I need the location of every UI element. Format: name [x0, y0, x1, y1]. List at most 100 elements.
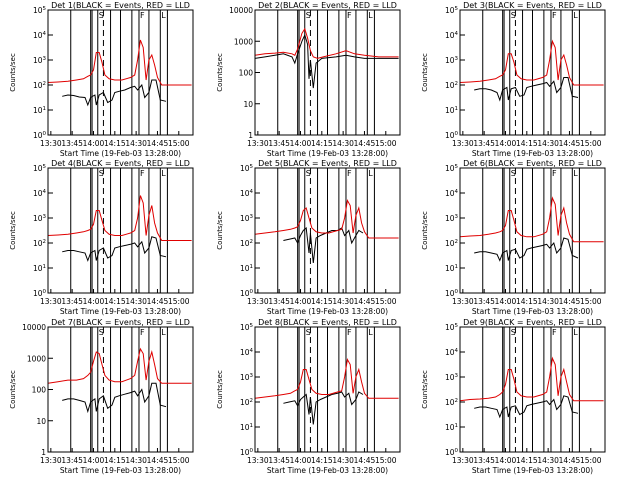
plot-frame	[254, 326, 401, 453]
x-tick-label: 15:00	[580, 139, 602, 148]
event-marker-label: F	[552, 328, 557, 337]
event-marker-label: F	[552, 11, 557, 20]
y-tick-label: 102	[445, 239, 458, 248]
x-tick-label: 14:15	[311, 297, 333, 306]
y-tick-label: 102	[33, 239, 46, 248]
chart-title: Det 5(BLACK = Events, RED = LLD	[258, 159, 397, 168]
x-tick-label: 14:45	[147, 297, 169, 306]
x-tick-label: 14:15	[516, 297, 538, 306]
y-tick-label: 103	[33, 56, 47, 65]
x-axis-label: Start Time (19-Feb-03 13:28:00)	[472, 466, 593, 475]
x-tick-label: 14:15	[311, 456, 333, 465]
y-tick-label: 10000	[22, 323, 46, 332]
y-tick-label: 10	[243, 100, 253, 109]
x-tick-label: 13:45	[61, 456, 83, 465]
x-tick-label: 15:00	[375, 297, 397, 306]
x-axis-label: Start Time (19-Feb-03 13:28:00)	[472, 307, 593, 316]
x-tick-label: 14:45	[354, 297, 376, 306]
x-tick-label: 15:00	[580, 456, 602, 465]
y-tick-label: 100	[32, 386, 47, 395]
y-tick-label: 104	[33, 31, 47, 40]
y-tick-label: 100	[445, 289, 459, 298]
x-tick-label: 14:30	[537, 297, 559, 306]
x-tick-label: 14:45	[147, 139, 169, 148]
y-axis-label: Counts/sec	[9, 370, 17, 409]
y-tick-label: 100	[240, 448, 254, 457]
x-tick-label: 13:45	[473, 456, 495, 465]
series-line-lld	[47, 195, 192, 241]
x-axis-label: Start Time (19-Feb-03 13:28:00)	[60, 307, 181, 316]
x-tick-label: 14:00	[290, 297, 312, 306]
series-line-lld	[459, 196, 604, 243]
event-marker-label: L	[368, 11, 373, 20]
y-tick-label: 105	[445, 323, 459, 332]
chart-title: Det 3(BLACK = Events, RED = LLD	[463, 1, 602, 10]
chart-panel-9: S F L 13:30 13:45 14:00 14:15 14:30 14:45 15:00 10…	[421, 318, 606, 475]
y-tick-label: 100	[240, 289, 254, 298]
chart-panel-6: S F L 13:30 13:45 14:00 14:15 14:30 14:45 15:00 10…	[421, 159, 606, 316]
y-tick-label: 100	[445, 131, 459, 140]
y-tick-label: 103	[445, 214, 459, 223]
series-line-events	[474, 395, 579, 419]
y-tick-label: 104	[445, 348, 459, 357]
x-tick-label: 14:00	[83, 139, 105, 148]
series-line-events	[62, 79, 167, 107]
y-tick-label: 10	[36, 417, 46, 426]
y-tick-label: 105	[445, 164, 459, 173]
event-marker-label: S	[99, 11, 104, 20]
y-tick-label: 1	[41, 448, 46, 457]
y-tick-label: 103	[445, 373, 459, 382]
series-line-lld	[47, 347, 192, 384]
event-marker-label: L	[573, 328, 578, 337]
series-line-lld	[459, 356, 604, 402]
y-tick-label: 104	[33, 189, 47, 198]
x-tick-label: 14:45	[354, 456, 376, 465]
series-line-events	[62, 382, 167, 414]
x-tick-label: 14:00	[290, 456, 312, 465]
event-marker-label: S	[306, 11, 311, 20]
y-tick-label: 10000	[229, 6, 253, 15]
plot-frame	[459, 326, 606, 453]
y-tick-label: 105	[445, 6, 459, 15]
y-tick-label: 102	[240, 398, 253, 407]
plot-frame	[459, 167, 606, 294]
chart-title: Det 6(BLACK = Events, RED = LLD	[463, 159, 602, 168]
y-axis-label: Counts/sec	[216, 370, 224, 409]
x-tick-label: 14:45	[559, 297, 581, 306]
plot-frame	[459, 9, 606, 136]
y-tick-label: 101	[33, 106, 46, 115]
event-marker-label: S	[511, 11, 516, 20]
y-tick-label: 105	[240, 323, 254, 332]
y-tick-label: 1000	[27, 354, 46, 363]
chart-title: Det 2(BLACK = Events, RED = LLD	[258, 1, 397, 10]
y-tick-label: 102	[445, 398, 458, 407]
series-line-lld	[47, 39, 192, 86]
y-tick-label: 104	[445, 31, 459, 40]
x-axis-label: Start Time (19-Feb-03 13:28:00)	[267, 149, 388, 158]
event-marker-label: F	[140, 328, 145, 337]
x-tick-label: 14:30	[332, 139, 354, 148]
chart-panel-8: S F L 13:30 13:45 14:00 14:15 14:30 14:45 15:00 10…	[216, 318, 401, 475]
x-tick-label: 14:15	[516, 456, 538, 465]
series-line-lld	[254, 358, 399, 399]
series-line-events	[62, 236, 167, 262]
chart-title: Det 1(BLACK = Events, RED = LLD	[51, 1, 190, 10]
y-tick-label: 101	[445, 106, 458, 115]
chart-title: Det 4(BLACK = Events, RED = LLD	[51, 159, 190, 168]
y-axis-label: Counts/sec	[216, 53, 224, 92]
x-tick-label: 14:30	[537, 139, 559, 148]
x-tick-label: 14:00	[495, 456, 517, 465]
y-tick-label: 101	[240, 264, 253, 273]
event-marker-label: F	[347, 11, 352, 20]
x-tick-label: 14:00	[495, 297, 517, 306]
x-tick-label: 13:45	[268, 297, 290, 306]
x-tick-label: 13:30	[40, 139, 62, 148]
x-tick-label: 14:15	[516, 139, 538, 148]
y-tick-label: 103	[240, 214, 254, 223]
event-marker-label: S	[99, 169, 104, 178]
series-line-lld	[459, 39, 604, 86]
y-tick-label: 1000	[234, 37, 253, 46]
y-axis-label: Counts/sec	[421, 211, 429, 250]
event-marker-label: L	[161, 169, 166, 178]
x-tick-label: 13:30	[247, 139, 269, 148]
